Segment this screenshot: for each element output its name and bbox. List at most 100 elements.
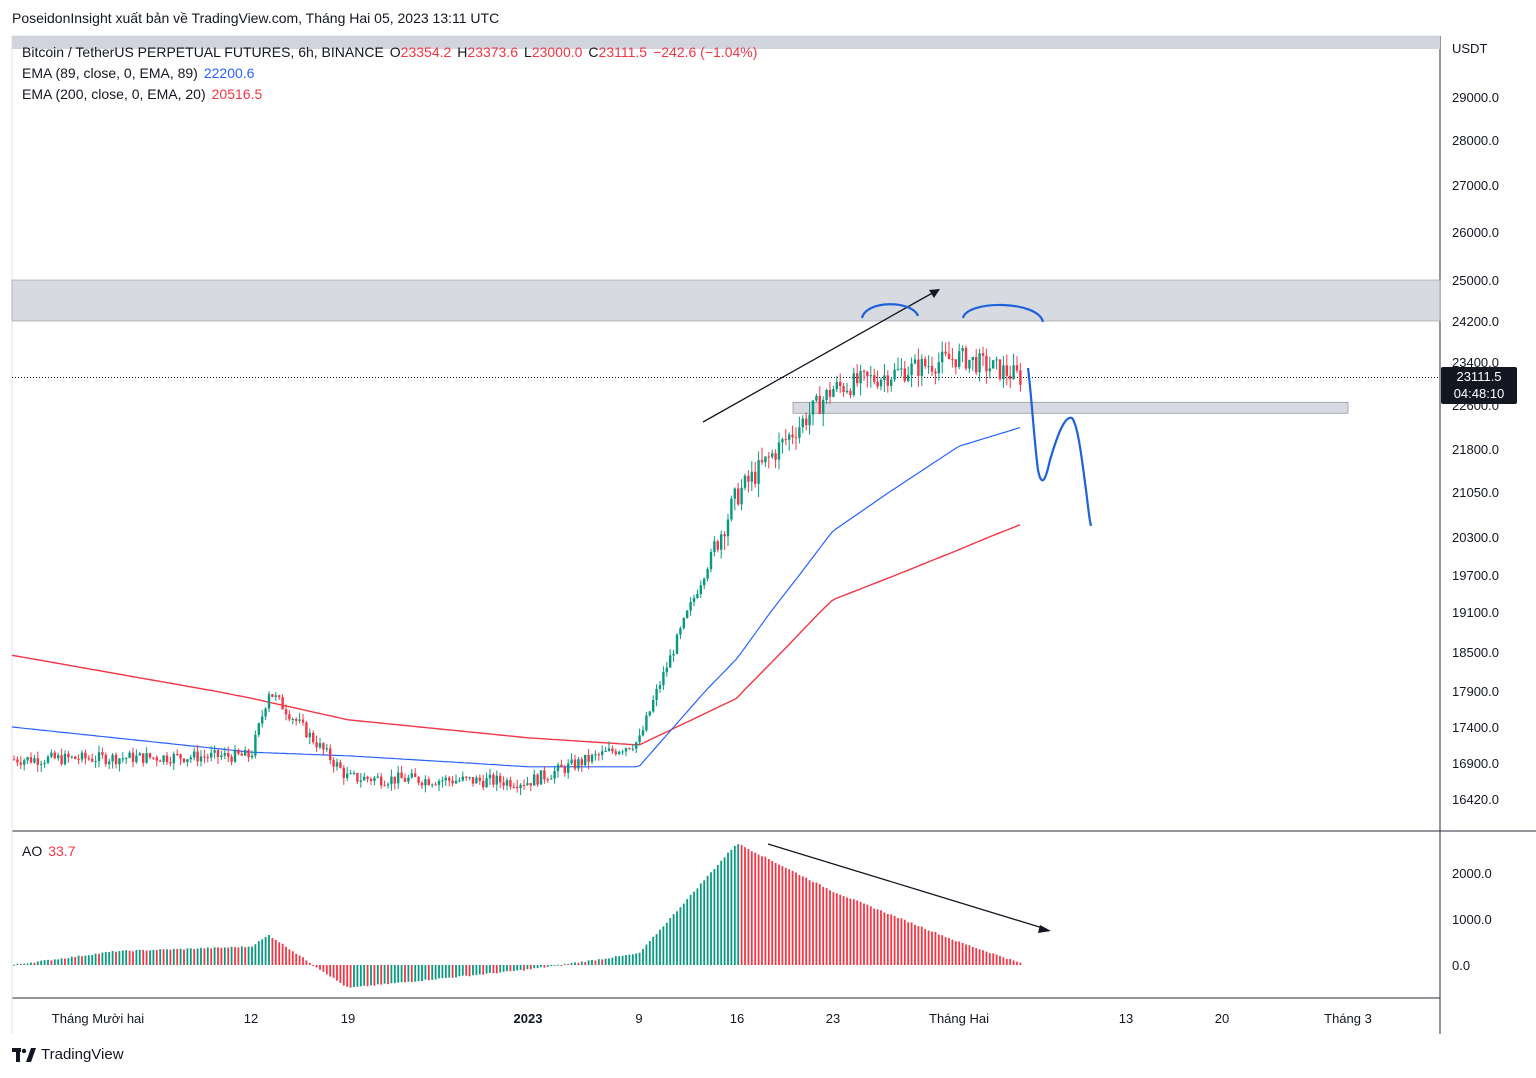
head-left-arc[interactable]	[860, 303, 920, 319]
ao-bar	[999, 956, 1001, 965]
candle-body	[512, 786, 515, 788]
candle-body	[849, 390, 852, 396]
candle-body	[679, 628, 682, 635]
candle-body	[893, 369, 896, 380]
ao-bar	[94, 953, 97, 965]
candle-body	[271, 694, 274, 697]
candle-body	[519, 784, 522, 789]
candle-body	[36, 758, 39, 765]
price-scale[interactable]: 29000.0 28000.0 27000.0 26000.0 25000.0 24200…	[1452, 90, 1499, 807]
ao-bar	[451, 965, 454, 978]
ao-bar	[689, 894, 692, 965]
ao-bar	[628, 954, 631, 965]
ao-bar	[866, 904, 869, 965]
uptrend-line[interactable]	[702, 290, 937, 423]
ao-bar	[631, 954, 634, 965]
ao-bar	[961, 942, 964, 965]
ema89-line[interactable]	[11, 427, 1021, 768]
candle-body	[594, 754, 597, 756]
ao-bar	[489, 965, 491, 973]
ao-bar	[798, 875, 801, 965]
ao-bar	[325, 965, 328, 975]
candle-body	[526, 783, 529, 786]
candle-body	[482, 780, 485, 788]
drawings-group[interactable]	[702, 289, 1093, 933]
candle-body	[726, 519, 730, 537]
ao-bar	[914, 924, 916, 965]
candle-body	[696, 593, 699, 598]
ao-bar	[264, 936, 267, 965]
candle-body	[410, 773, 413, 778]
symbol-legend[interactable]: Bitcoin / TetherUS PERPETUAL FUTURES, 6h…	[22, 44, 763, 60]
time-scale[interactable]: Tháng Mười hai 12 19 2023 9 16 23 Tháng Hai 13 20…	[52, 1011, 1372, 1026]
candle-body	[563, 767, 566, 773]
ao-bar	[587, 960, 590, 965]
ao-bar	[771, 860, 774, 965]
candles-group[interactable]	[12, 341, 1022, 796]
ao-bar	[223, 947, 226, 965]
time-tick-label: 23	[826, 1011, 840, 1026]
support-zone[interactable]	[792, 401, 1349, 414]
ao-bar	[189, 948, 192, 965]
ao-bar	[696, 888, 699, 965]
time-tick-label: 19	[341, 1011, 355, 1026]
ao-legend[interactable]: AO 33.7	[22, 843, 75, 859]
candle-body	[254, 734, 257, 756]
ao-bar	[910, 922, 913, 965]
ao-bar	[536, 965, 539, 969]
head-right-arc[interactable]	[961, 303, 1045, 323]
ao-histogram[interactable]	[13, 844, 1022, 988]
ao-bar	[172, 948, 175, 965]
candle-body	[740, 487, 743, 505]
candle-body	[866, 371, 869, 377]
ao-bar	[111, 951, 114, 965]
candle-body	[475, 777, 478, 784]
candle-body	[917, 359, 920, 376]
ao-bar	[485, 965, 488, 974]
ema200-legend[interactable]: EMA (200, close, 0, EMA, 20) 20516.5	[22, 86, 268, 102]
ao-bar	[390, 965, 393, 984]
candle-body	[53, 752, 56, 759]
ao-bar	[852, 899, 855, 965]
ao-bar	[47, 959, 49, 965]
candle-body	[573, 759, 577, 769]
ao-scale[interactable]: 2000.0 1000.0 0.0	[1452, 866, 1492, 973]
candle-body	[104, 754, 107, 765]
candle-body	[941, 351, 944, 363]
ao-bar	[162, 949, 165, 965]
candle-body	[975, 357, 978, 373]
candle-body	[794, 437, 798, 439]
candle-body	[611, 748, 614, 752]
tradingview-brand[interactable]: TradingView	[12, 1046, 124, 1063]
ao-bar	[176, 948, 179, 965]
ao-bar	[625, 955, 627, 965]
ao-bar	[795, 872, 797, 965]
candle-body	[499, 775, 502, 783]
candle-body	[346, 773, 349, 778]
ao-bar	[159, 949, 162, 965]
ao-tick-label: 1000.0	[1452, 912, 1492, 927]
resistance-zone[interactable]	[11, 279, 1441, 322]
ao-bar	[142, 949, 145, 965]
ema89-legend[interactable]: EMA (89, close, 0, EMA, 89) 22200.6	[22, 65, 260, 81]
candle-body	[407, 777, 410, 782]
candle-body	[641, 730, 645, 736]
ema200-line[interactable]	[11, 524, 1021, 746]
candle-body	[1002, 365, 1005, 380]
resistance-zone-upper[interactable]	[12, 36, 1440, 49]
projection-path[interactable]	[1026, 367, 1093, 527]
ao-divergence-line[interactable]	[767, 843, 1047, 930]
candle-body	[580, 759, 583, 766]
ao-bar	[104, 952, 107, 965]
candle-body	[556, 764, 560, 772]
candle-body	[981, 353, 985, 356]
ao-bar	[149, 950, 151, 965]
candle-body	[869, 375, 872, 377]
candle-body	[369, 778, 373, 782]
time-tick-label: 12	[244, 1011, 258, 1026]
candle-body	[213, 750, 216, 753]
candle-body	[560, 764, 563, 768]
candle-body	[101, 752, 104, 755]
currency-label: USDT	[1452, 41, 1487, 56]
